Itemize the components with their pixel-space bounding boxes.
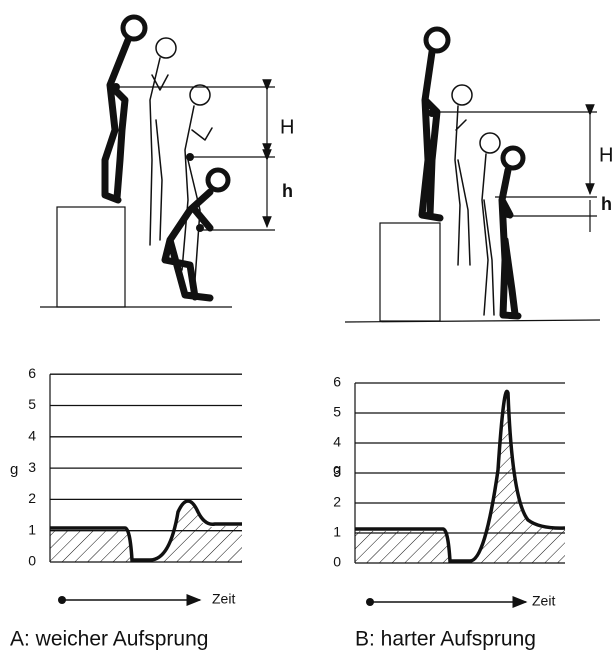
y-tick-label: 1: [28, 521, 36, 537]
y-tick-label: 0: [333, 554, 341, 570]
chart-b: 0 1 2 3 4 5 6 g Zeit B: harter Aufsprung: [333, 374, 565, 651]
label-h: h: [282, 181, 293, 201]
label-h: h: [601, 194, 612, 214]
y-tick-label: 6: [333, 374, 341, 390]
x-axis-label: Zeit: [212, 591, 235, 607]
y-tick-label: 4: [28, 428, 36, 444]
curve-a: [50, 499, 242, 562]
y-axis-label: g: [10, 461, 18, 478]
illustration-b: H h: [344, 26, 613, 323]
x-axis-label: Zeit: [532, 593, 555, 609]
y-tick-label: 6: [28, 365, 36, 381]
y-tick-label: 3: [333, 464, 341, 480]
curve-b: [355, 389, 566, 563]
caption: A: weicher Aufsprung: [10, 628, 208, 651]
y-tick-label: 5: [28, 396, 36, 412]
illustration-a: H h: [40, 14, 294, 308]
y-tick-label: 3: [28, 459, 36, 475]
y-axis-label: g: [333, 461, 341, 478]
area-a: [50, 502, 242, 562]
area-b: [355, 392, 565, 563]
caption: B: harter Aufsprung: [355, 628, 536, 651]
y-tick-label: 5: [333, 404, 341, 420]
y-tick-label: 2: [28, 490, 36, 506]
label-H: H: [280, 116, 294, 138]
label-H: H: [599, 144, 613, 166]
y-tick-label: 2: [333, 494, 341, 510]
y-tick-label: 4: [333, 434, 341, 450]
chart-a: 0 1 2 3 4 5 6 g Zeit A: weicher Aufsprung: [10, 365, 242, 651]
y-tick-label: 0: [28, 553, 36, 569]
y-tick-label: 1: [333, 524, 341, 540]
